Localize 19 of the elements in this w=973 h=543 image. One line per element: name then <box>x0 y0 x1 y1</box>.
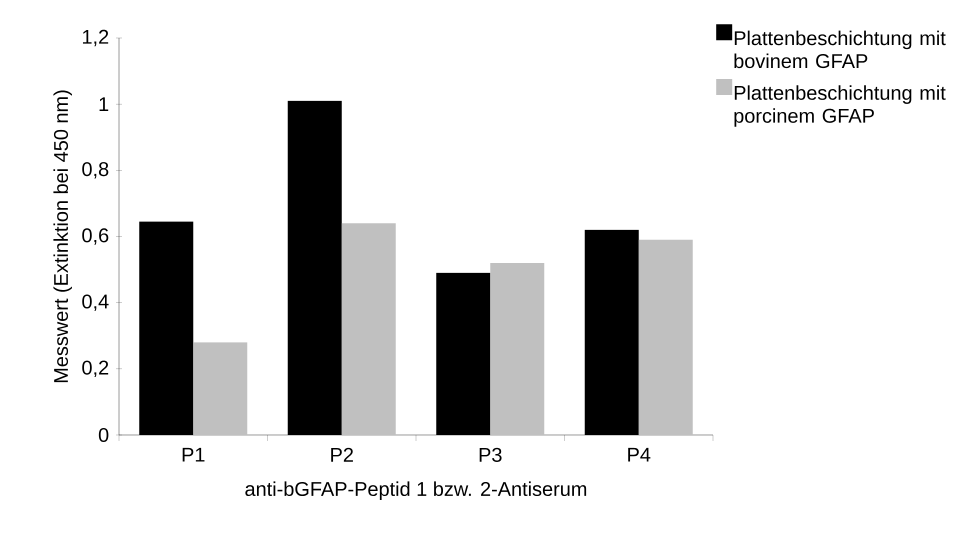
x-tick-label: P1 <box>182 448 204 462</box>
y-tick-label: 0,4 <box>82 294 109 311</box>
y-tick-label: 0,8 <box>82 162 108 179</box>
y-tick-label: 0 <box>98 428 108 442</box>
y-tick-label: 1,2 <box>82 30 108 46</box>
x-axis-title: anti-bGFAP-Peptid 1 bzw. 2-Antiserum <box>245 481 586 500</box>
x-tick-label: P2 <box>331 448 353 462</box>
bar <box>638 240 693 435</box>
bar <box>342 223 396 435</box>
y-axis-title: Messwert (Extinktion bei 450 nm) <box>53 90 72 382</box>
y-tick-label: 1 <box>100 97 108 112</box>
x-tick-label: P4 <box>628 448 650 462</box>
y-tick-label: 0,6 <box>82 228 108 245</box>
legend-label: Plattenbeschichtung mit porcinem GFAP <box>734 85 946 127</box>
bar <box>490 262 544 435</box>
bar <box>193 342 248 435</box>
legend-label: Plattenbeschichtung mit bovinem GFAP <box>734 30 946 68</box>
y-tick-label: 0,2 <box>82 360 108 378</box>
x-tick-label: P3 <box>480 448 502 462</box>
